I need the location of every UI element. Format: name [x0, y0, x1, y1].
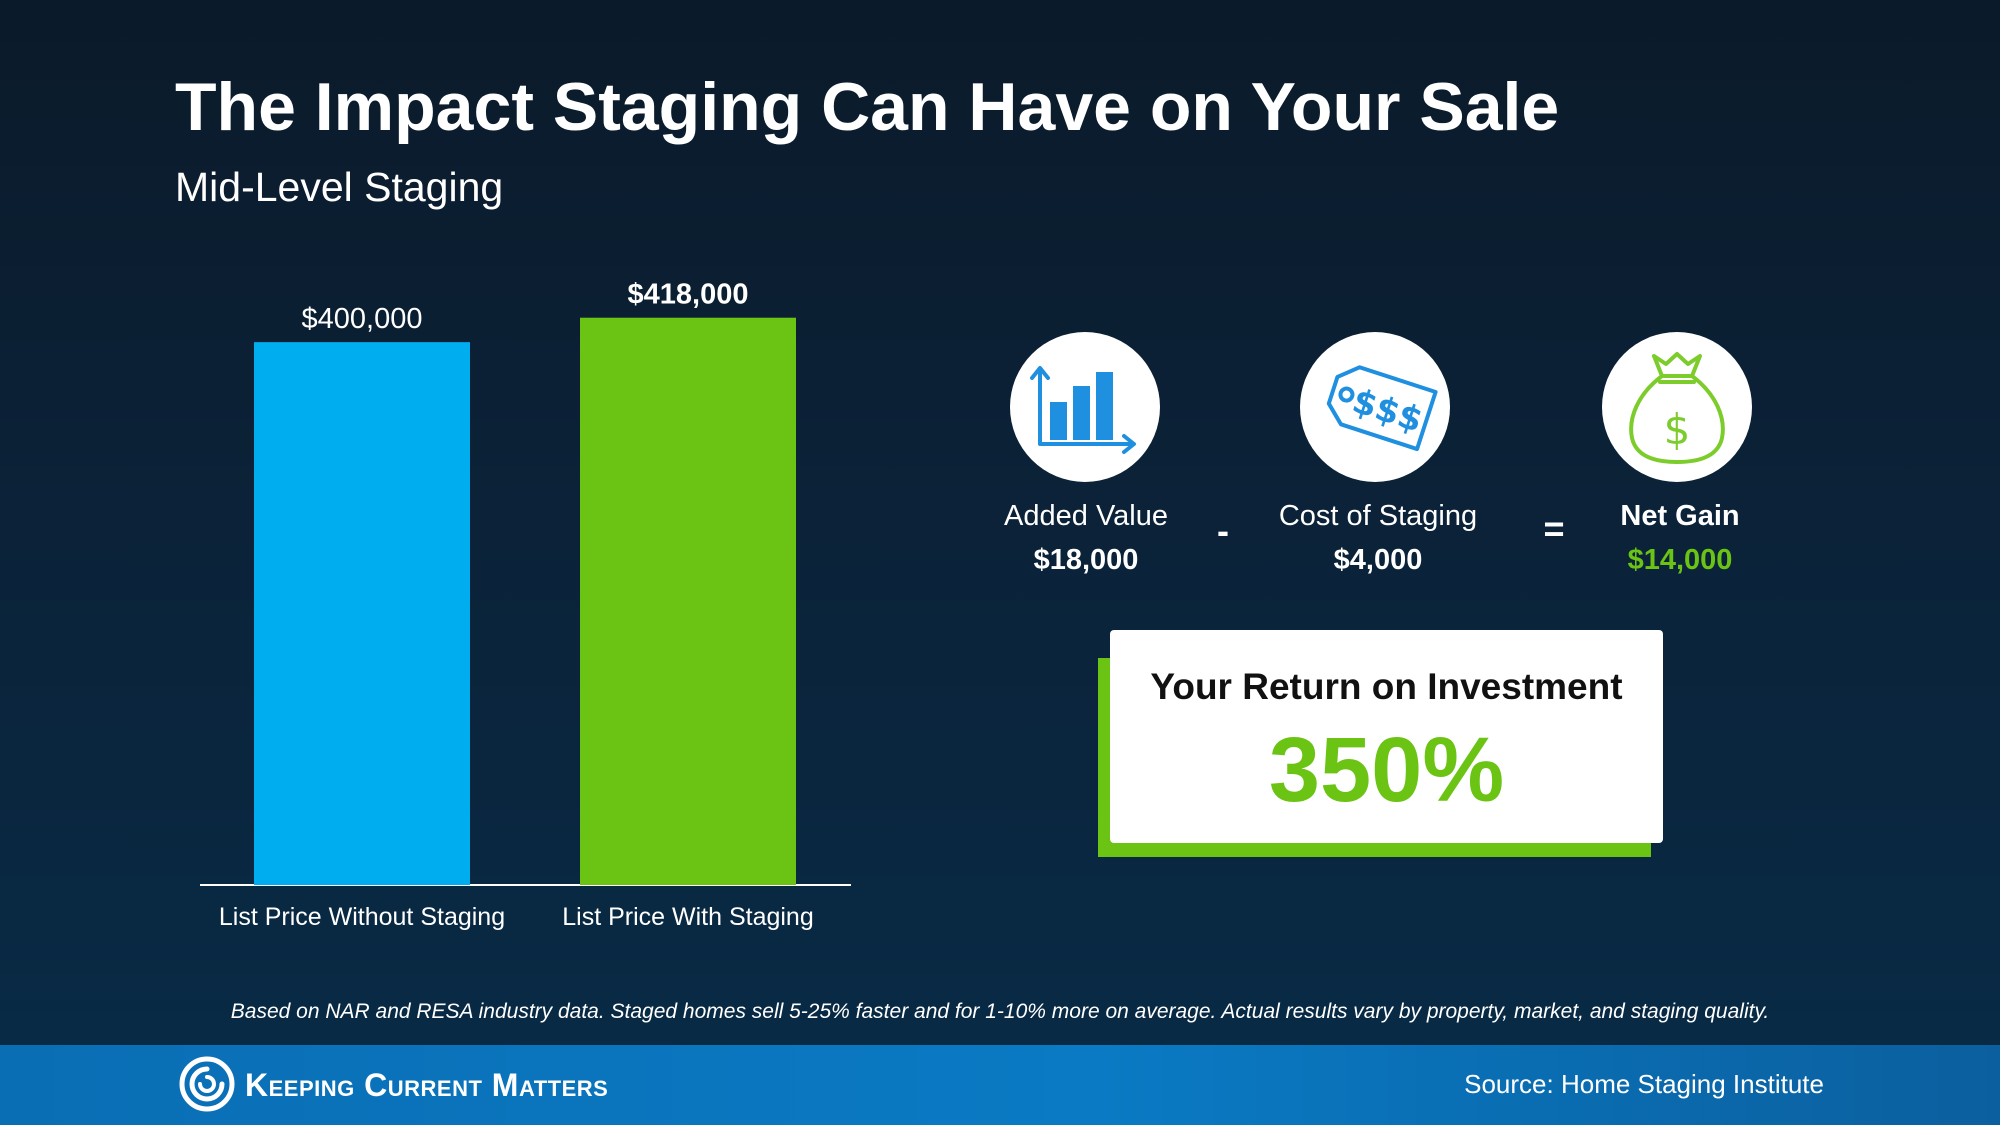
bar-2 [580, 317, 796, 885]
bar-value-label-2: $418,000 [628, 279, 749, 311]
category-label-2: List Price With Staging [562, 903, 814, 931]
cost-of-staging-label: Cost of Staging [1278, 500, 1478, 532]
added-value-label: Added Value [1004, 500, 1168, 532]
bar-value-label-1: $400,000 [302, 303, 423, 335]
bar-chart-icon [1010, 332, 1160, 482]
footer-bar: Keeping Current Matters Source: Home Sta… [0, 1045, 2000, 1125]
equals-sign: = [1543, 508, 1565, 549]
net-gain-label: Net Gain [1620, 500, 1740, 532]
page-title: The Impact Staging Can Have on Your Sale [175, 69, 1560, 145]
category-label-1: List Price Without Staging [219, 903, 505, 931]
roi-value: 350% [1268, 719, 1505, 821]
brand-name: Keeping Current Matters [245, 1067, 609, 1103]
roi-title: Your Return on Investment [1150, 666, 1623, 707]
roi-box: Your Return on Investment 350% [1110, 630, 1663, 843]
cost-of-staging-amount: $4,000 [1333, 544, 1423, 576]
money-bag-icon: $ [1602, 332, 1752, 482]
bar-1 [254, 342, 470, 886]
kcm-logo-icon [179, 1056, 235, 1112]
net-gain-amount: $14,000 [1627, 544, 1733, 576]
page-subtitle: Mid-Level Staging [175, 164, 504, 210]
price-tag-icon: $$$ [1300, 332, 1450, 482]
added-value-amount: $18,000 [1033, 544, 1139, 576]
minus-sign: - [1217, 510, 1229, 551]
footnote: Based on NAR and RESA industry data. Sta… [230, 1000, 1770, 1023]
svg-text:$: $ [1664, 405, 1691, 454]
source-text: Source: Home Staging Institute [1464, 1069, 1824, 1099]
